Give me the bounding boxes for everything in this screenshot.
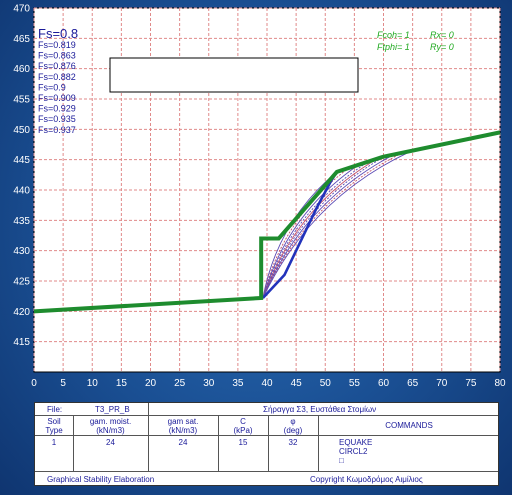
x-tick-label: 75 xyxy=(465,378,477,389)
footer-right: Copyright Κωμοδρόμος Αιμίλιος xyxy=(310,475,423,484)
x-tick-label: 35 xyxy=(232,378,244,389)
header-gam-moist: gam. moist. (kN/m3) xyxy=(89,417,132,435)
header-commands: COMMANDS xyxy=(385,421,433,430)
y-tick-label: 435 xyxy=(13,216,30,227)
stability-chart: 0 5 10 15 20 25 30 35 40 45 50 55 60 65 70 75 80 415 420 42… xyxy=(13,4,506,390)
cell-phi: 32 xyxy=(288,438,298,447)
cell-gam-sat: 24 xyxy=(178,438,188,447)
x-tick-label: 5 xyxy=(60,378,66,389)
x-tick-label: 30 xyxy=(203,378,215,389)
legend-ftphi: Ftphi= 1 xyxy=(377,42,410,52)
slip-circle xyxy=(262,159,375,299)
slip-circle xyxy=(262,156,384,299)
y-tick-label: 470 xyxy=(13,4,30,15)
x-tick-label: 45 xyxy=(291,378,303,389)
fs-value: Fs=0.9 xyxy=(38,82,66,92)
legend-ry: Ry= 0 xyxy=(430,42,454,52)
divider xyxy=(35,435,498,436)
slip-circle xyxy=(262,167,349,299)
y-tick-label: 455 xyxy=(13,95,30,106)
slip-circle xyxy=(262,153,402,299)
y-tick-label: 440 xyxy=(13,186,30,197)
ground-profile-layer xyxy=(33,130,501,314)
header-c: C (kPa) xyxy=(233,417,253,435)
file-name: T3_PR_B xyxy=(95,405,130,414)
cell-soil-type: 1 xyxy=(51,438,57,447)
command-item: □ xyxy=(339,456,344,465)
y-tick-label: 465 xyxy=(13,34,30,45)
x-tick-label: 0 xyxy=(31,378,37,389)
x-tick-label: 10 xyxy=(87,378,99,389)
fs-value: Fs=0.935 xyxy=(38,114,76,124)
project-title: Σήραγγα Σ3, Ευστάθεα Στομίων xyxy=(263,405,377,414)
legend-rx: Rx= 0 xyxy=(430,30,454,40)
divider xyxy=(148,403,149,415)
slip-circle xyxy=(262,155,393,299)
y-tick-label: 460 xyxy=(13,64,30,75)
info-table: File: T3_PR_B Σήραγγα Σ3, Ευστάθεα Στομί… xyxy=(34,402,499,486)
axis-layer: 0 5 10 15 20 25 30 35 40 45 50 55 60 65 70 75 80 415 420 42… xyxy=(13,4,506,390)
cell-c: 15 xyxy=(238,438,248,447)
y-tick-label: 430 xyxy=(13,246,30,257)
slip-circle xyxy=(262,162,367,299)
header-gam-sat: gam sat. (kN/m3) xyxy=(167,417,199,435)
x-tick-label: 70 xyxy=(436,378,448,389)
fs-value: Fs=0.876 xyxy=(38,61,76,71)
slip-circle xyxy=(262,165,358,299)
y-tick-label: 415 xyxy=(13,337,30,348)
ground-profile xyxy=(33,130,501,314)
x-tick-label: 25 xyxy=(174,378,186,389)
divider xyxy=(35,471,498,472)
y-tick-label: 425 xyxy=(13,277,30,288)
x-tick-label: 60 xyxy=(378,378,390,389)
fs-value: Fs=0.882 xyxy=(38,72,76,82)
legend-fcoh: Fcoh= 1 xyxy=(377,30,410,40)
command-item: CIRCL2 xyxy=(339,447,368,456)
x-tick-label: 15 xyxy=(116,378,128,389)
fs-title: Fs=0.8 xyxy=(38,26,78,41)
divider xyxy=(318,415,319,471)
footer-left: Graphical Stability Elaboration xyxy=(47,475,155,484)
fs-value: Fs=0.937 xyxy=(38,125,76,135)
slip-circles xyxy=(262,151,410,299)
fs-value: Fs=0.929 xyxy=(38,104,76,114)
x-tick-label: 80 xyxy=(494,378,506,389)
y-tick-label: 445 xyxy=(13,155,30,166)
command-item: EQUAKE xyxy=(339,438,373,447)
fs-list: Fs=0.819Fs=0.863Fs=0.876Fs=0.882Fs=0.9Fs… xyxy=(38,40,76,135)
divider xyxy=(35,415,498,416)
slip-circle xyxy=(262,151,410,299)
cell-gam-moist: 24 xyxy=(106,438,115,447)
redacted-box xyxy=(109,57,359,93)
plot-panel: 0 5 10 15 20 25 30 35 40 45 50 55 60 65 70 75 80 415 420 42… xyxy=(13,4,506,390)
x-tick-label: 20 xyxy=(145,378,157,389)
fs-value: Fs=0.819 xyxy=(38,40,76,50)
fs-value: Fs=0.863 xyxy=(38,51,76,61)
header-phi: φ (deg) xyxy=(283,417,303,435)
x-tick-label: 65 xyxy=(407,378,419,389)
header-soil-type: Soil Type xyxy=(45,417,63,435)
y-tick-label: 420 xyxy=(13,307,30,318)
x-tick-label: 55 xyxy=(349,378,361,389)
divider xyxy=(218,415,219,471)
divider xyxy=(148,415,149,471)
divider xyxy=(268,415,269,471)
y-tick-label: 450 xyxy=(13,125,30,136)
divider xyxy=(73,415,74,471)
x-tick-label: 40 xyxy=(261,378,273,389)
file-label: File: xyxy=(47,405,63,414)
x-tick-label: 50 xyxy=(320,378,332,389)
fs-value: Fs=0.909 xyxy=(38,93,76,103)
